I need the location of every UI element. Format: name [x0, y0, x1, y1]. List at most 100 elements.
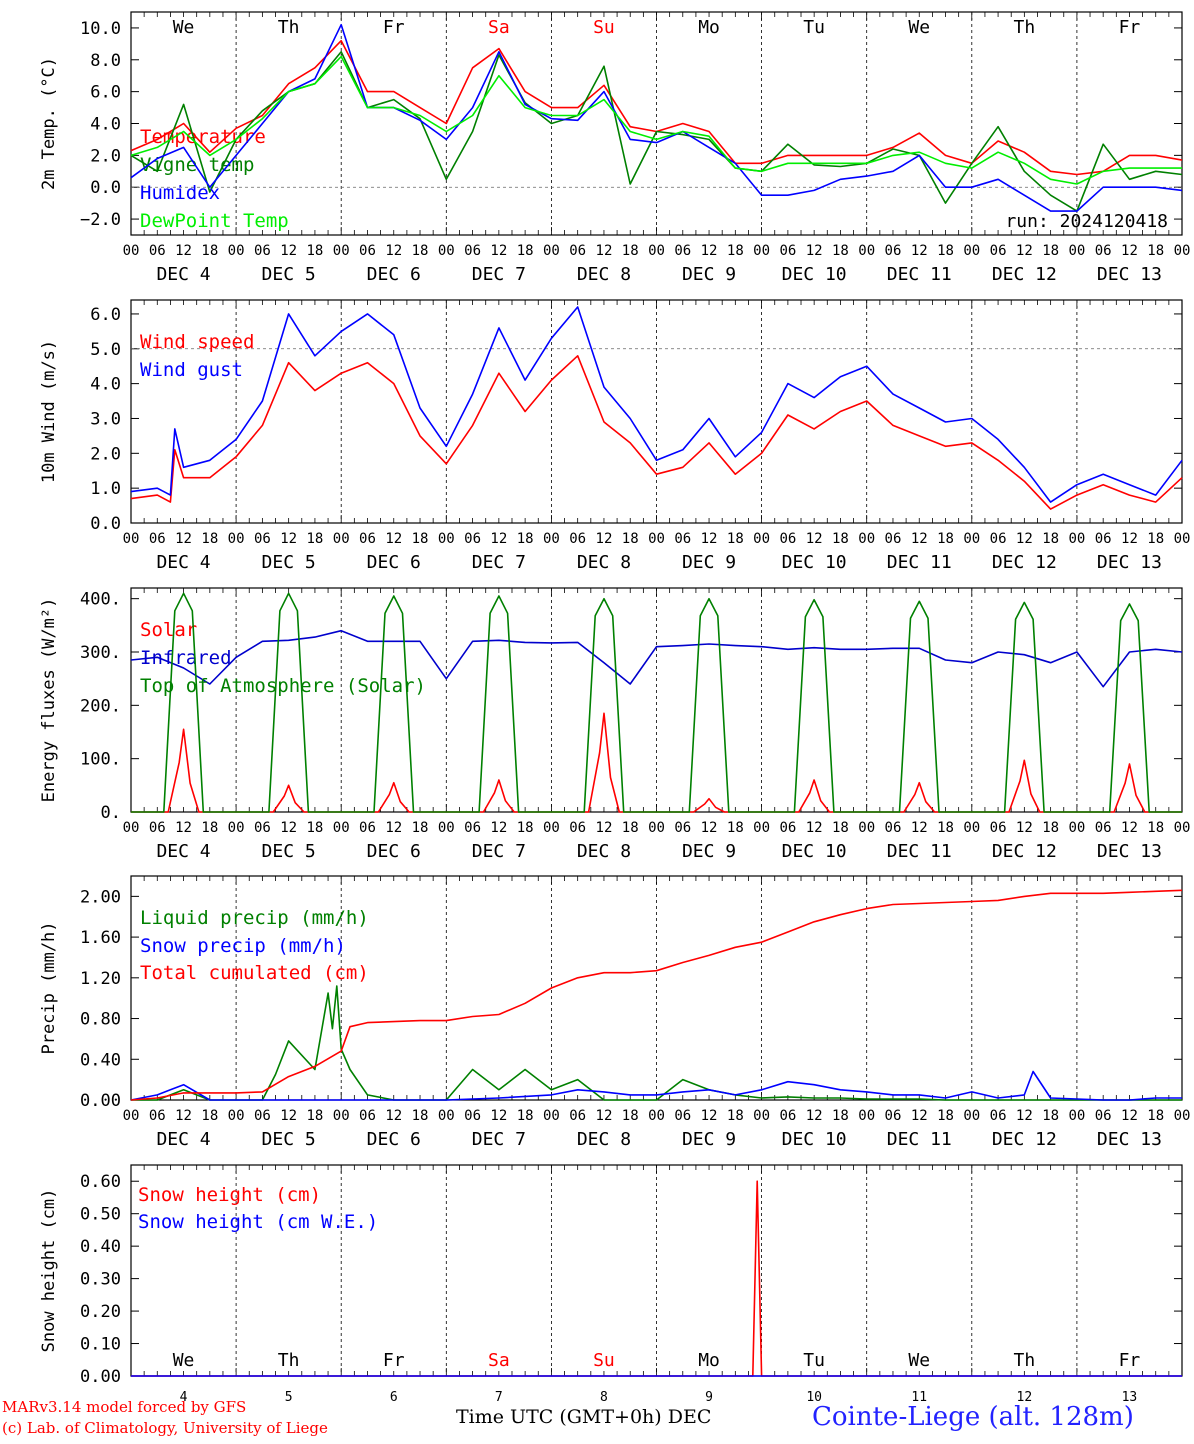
- hour-tick-label: 12: [280, 820, 297, 836]
- y-tick-label: 0.00: [80, 1367, 121, 1387]
- day-number-label: 11: [911, 1390, 927, 1405]
- series-line: [130, 889, 1183, 1101]
- day-number-label: 13: [1122, 1390, 1138, 1405]
- series-line: [131, 985, 1182, 1101]
- y-tick-label: 200.: [80, 696, 121, 716]
- series-line: [130, 55, 1182, 185]
- hour-tick-label: 12: [911, 1108, 928, 1124]
- y-tick-label: 3.0: [90, 409, 121, 429]
- hour-tick-label: 00: [648, 1108, 665, 1124]
- y-tick-label: 300.: [80, 643, 121, 663]
- hour-tick-label: 06: [674, 531, 691, 547]
- y-tick-label: 0.0: [90, 514, 121, 534]
- hour-tick-label: 06: [990, 243, 1007, 259]
- legend-entry: Solar: [140, 619, 197, 641]
- y-axis-label: Energy fluxes (W/m²): [39, 598, 59, 803]
- y-tick-label: 0.60: [80, 1172, 121, 1192]
- y-tick-label: 2.0: [90, 444, 121, 464]
- hour-tick-label: 00: [333, 243, 350, 259]
- hour-tick-label: 00: [648, 243, 665, 259]
- hour-tick-label: 06: [254, 1108, 271, 1124]
- y-tick-label: 2.0: [90, 146, 121, 166]
- date-label: DEC 12: [992, 264, 1057, 285]
- hour-tick-label: 00: [438, 820, 455, 836]
- hour-tick-label: 12: [596, 820, 613, 836]
- hour-tick-label: 06: [990, 531, 1007, 547]
- hour-tick-label: 00: [543, 1108, 560, 1124]
- weekday-label: We: [173, 17, 195, 38]
- hour-tick-label: 12: [175, 820, 192, 836]
- hour-tick-label: 12: [1121, 243, 1138, 259]
- hour-tick-label: 18: [1042, 243, 1059, 259]
- date-label: DEC 9: [682, 264, 736, 285]
- date-label: DEC 13: [1097, 1129, 1162, 1150]
- date-label: DEC 7: [472, 841, 526, 862]
- hour-tick-label: 12: [596, 531, 613, 547]
- hour-tick-label: 18: [622, 531, 639, 547]
- hour-tick-label: 00: [333, 531, 350, 547]
- legend-entry: Snow height (cm): [138, 1184, 321, 1206]
- date-label: DEC 11: [887, 1129, 952, 1150]
- hour-tick-label: 18: [937, 1108, 954, 1124]
- hour-tick-label: 06: [359, 531, 376, 547]
- hour-tick-label: 06: [779, 820, 796, 836]
- weekday-label: Sa: [488, 17, 510, 38]
- plot-frame: [130, 587, 1183, 813]
- legend-entry: Total cumulated (cm): [140, 962, 369, 984]
- hour-tick-label: 00: [858, 1108, 875, 1124]
- hour-tick-label: 06: [359, 243, 376, 259]
- hour-tick-label: 18: [622, 243, 639, 259]
- date-label: DEC 12: [992, 841, 1057, 862]
- y-tick-label: 10.0: [80, 19, 121, 39]
- hour-tick-label: 06: [254, 243, 271, 259]
- y-tick-label: 6.0: [90, 83, 121, 103]
- weekday-label: Tu: [803, 1350, 825, 1371]
- y-tick-label: 0.00: [80, 1091, 121, 1111]
- hour-tick-label: 12: [911, 243, 928, 259]
- hour-tick-label: 12: [280, 531, 297, 547]
- hour-tick-label: 18: [727, 1108, 744, 1124]
- day-number-label: 4: [180, 1390, 188, 1405]
- station-title: Cointe-Liege (alt. 128m): [812, 1402, 1134, 1432]
- hour-tick-label: 18: [727, 531, 744, 547]
- weekday-label: Sa: [488, 1350, 510, 1371]
- hour-tick-label: 12: [911, 820, 928, 836]
- y-tick-label: 0.80: [80, 1010, 121, 1030]
- date-label: DEC 7: [472, 264, 526, 285]
- hour-tick-label: 18: [937, 820, 954, 836]
- hour-tick-label: 18: [517, 1108, 534, 1124]
- y-tick-label: 0.40: [80, 1050, 121, 1070]
- weekday-label: Th: [278, 17, 300, 38]
- hour-tick-label: 12: [806, 1108, 823, 1124]
- hour-tick-label: 12: [701, 243, 718, 259]
- hour-tick-label: 06: [569, 820, 586, 836]
- copyright-credit: (c) Lab. of Climatology, University of L…: [2, 1419, 328, 1437]
- hour-tick-label: 12: [806, 243, 823, 259]
- hour-tick-label: 18: [832, 820, 849, 836]
- hour-tick-label: 18: [937, 531, 954, 547]
- legend-entry: Humidex: [140, 182, 220, 204]
- date-label: DEC 5: [262, 264, 316, 285]
- hour-tick-label: 18: [1042, 820, 1059, 836]
- hour-tick-label: 00: [1174, 820, 1191, 836]
- day-number-label: 8: [600, 1390, 608, 1405]
- y-tick-label: 0.: [101, 803, 121, 823]
- hour-tick-label: 12: [385, 820, 402, 836]
- weekday-label: Th: [1014, 17, 1036, 38]
- date-label: DEC 11: [887, 264, 952, 285]
- hour-tick-label: 00: [543, 531, 560, 547]
- hour-tick-label: 12: [596, 243, 613, 259]
- hour-tick-label: 18: [832, 1108, 849, 1124]
- hour-tick-label: 06: [1095, 820, 1112, 836]
- hour-tick-label: 06: [990, 820, 1007, 836]
- hour-tick-label: 00: [753, 820, 770, 836]
- hour-tick-label: 00: [228, 1108, 245, 1124]
- weekday-label: Su: [593, 1350, 615, 1371]
- legend-entry: Infrared: [140, 647, 232, 669]
- hour-tick-label: 12: [280, 1108, 297, 1124]
- hour-tick-label: 00: [438, 243, 455, 259]
- hour-tick-label: 06: [359, 820, 376, 836]
- hour-tick-label: 00: [543, 243, 560, 259]
- hour-tick-label: 12: [280, 243, 297, 259]
